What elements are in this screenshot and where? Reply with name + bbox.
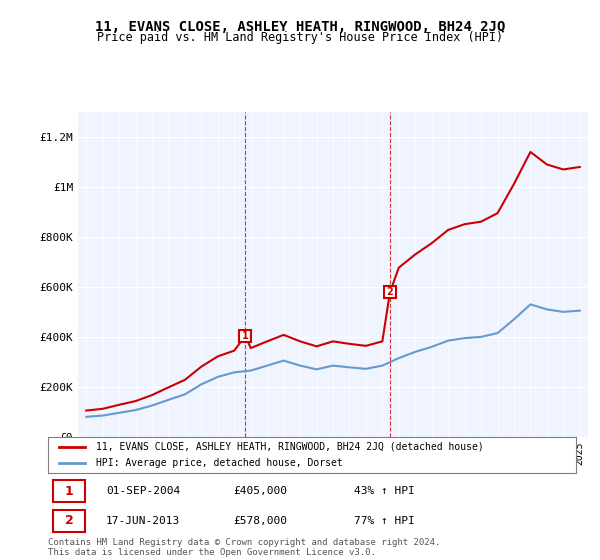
Text: Contains HM Land Registry data © Crown copyright and database right 2024.
This d: Contains HM Land Registry data © Crown c… [48, 538, 440, 557]
Text: 43% ↑ HPI: 43% ↑ HPI [354, 486, 415, 496]
FancyBboxPatch shape [53, 480, 85, 502]
Text: 17-JUN-2013: 17-JUN-2013 [106, 516, 181, 526]
Text: 1: 1 [65, 485, 73, 498]
Text: 11, EVANS CLOSE, ASHLEY HEATH, RINGWOOD, BH24 2JQ: 11, EVANS CLOSE, ASHLEY HEATH, RINGWOOD,… [95, 20, 505, 34]
FancyBboxPatch shape [53, 510, 85, 532]
Text: Price paid vs. HM Land Registry's House Price Index (HPI): Price paid vs. HM Land Registry's House … [97, 31, 503, 44]
Text: 1: 1 [242, 330, 248, 340]
Text: HPI: Average price, detached house, Dorset: HPI: Average price, detached house, Dors… [95, 458, 342, 468]
Text: 77% ↑ HPI: 77% ↑ HPI [354, 516, 415, 526]
Text: 11, EVANS CLOSE, ASHLEY HEATH, RINGWOOD, BH24 2JQ (detached house): 11, EVANS CLOSE, ASHLEY HEATH, RINGWOOD,… [95, 442, 483, 452]
Text: 01-SEP-2004: 01-SEP-2004 [106, 486, 181, 496]
Text: 2: 2 [386, 287, 393, 297]
Text: £405,000: £405,000 [233, 486, 287, 496]
Text: £578,000: £578,000 [233, 516, 287, 526]
Text: 2: 2 [65, 514, 73, 527]
